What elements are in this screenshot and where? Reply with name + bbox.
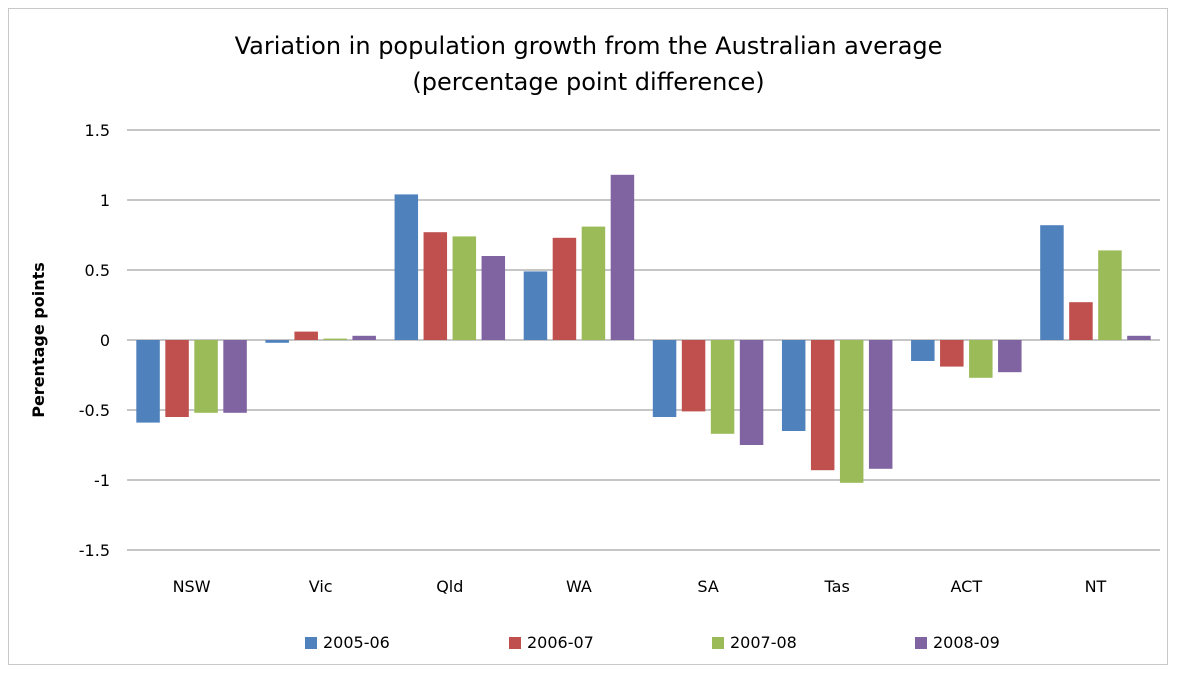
bar-nt-2005-06	[1040, 225, 1064, 340]
y-tick-label: 0	[100, 331, 110, 350]
bar-act-2007-08	[969, 340, 993, 378]
bar-tas-2006-07	[810, 340, 835, 471]
legend-label: 2005-06	[323, 633, 390, 652]
bar-tas-2008-09	[868, 340, 893, 469]
legend-swatch	[915, 637, 927, 649]
bar-qld-2008-09	[481, 256, 506, 340]
x-tick-label: Qld	[436, 577, 463, 596]
y-tick-label: 0.5	[85, 261, 110, 280]
bar-act-2006-07	[940, 340, 964, 367]
bar-nt-2008-09	[1127, 335, 1151, 340]
y-tick-label: -1	[94, 471, 110, 490]
y-tick-label: 1	[100, 191, 110, 210]
x-tick-label: NT	[1085, 577, 1107, 596]
bar-wa-2008-09	[610, 174, 635, 340]
bar-sa-2006-07	[681, 340, 706, 412]
legend-label: 2008-09	[933, 633, 1000, 652]
bar-wa-2006-07	[552, 237, 577, 340]
chart-title-line-2: (percentage point difference)	[412, 68, 765, 96]
bar-sa-2005-06	[652, 340, 677, 417]
x-tick-label: SA	[697, 577, 718, 596]
bar-nsw-2005-06	[136, 340, 160, 423]
bar-wa-2007-08	[581, 226, 606, 340]
bar-wa-2005-06	[523, 271, 548, 340]
x-tick-label: Vic	[309, 577, 333, 596]
bar-nsw-2008-09	[223, 340, 247, 413]
legend-swatch	[712, 637, 724, 649]
chart-title: Variation in population growth from the …	[0, 28, 1177, 100]
bar-act-2008-09	[998, 340, 1022, 373]
bar-nt-2006-07	[1069, 302, 1093, 340]
chart-title-line-1: Variation in population growth from the …	[234, 32, 943, 60]
bar-tas-2007-08	[839, 340, 864, 483]
y-tick-label: -1.5	[79, 541, 110, 560]
legend-swatch	[509, 637, 521, 649]
legend-label: 2006-07	[527, 633, 594, 652]
y-tick-label: -0.5	[79, 401, 110, 420]
legend-swatch	[305, 637, 317, 649]
bar-qld-2005-06	[394, 194, 419, 340]
legend-label: 2007-08	[730, 633, 797, 652]
bar-vic-2005-06	[265, 340, 289, 343]
x-tick-label: WA	[566, 577, 592, 596]
y-axis-label: Perentage points	[29, 262, 48, 418]
bar-vic-2007-08	[323, 338, 347, 340]
x-tick-label: ACT	[951, 577, 983, 596]
bar-sa-2008-09	[739, 340, 764, 445]
bar-nt-2007-08	[1098, 250, 1122, 340]
y-tick-label: 1.5	[85, 121, 110, 140]
x-tick-label: Tas	[824, 577, 850, 596]
bar-tas-2005-06	[781, 340, 806, 431]
bar-sa-2007-08	[710, 340, 735, 434]
bar-qld-2006-07	[423, 232, 448, 340]
bar-qld-2007-08	[452, 236, 477, 340]
bar-vic-2006-07	[294, 331, 318, 340]
bar-nsw-2006-07	[165, 340, 189, 417]
bar-nsw-2007-08	[194, 340, 218, 413]
x-tick-label: NSW	[173, 577, 211, 596]
bar-act-2005-06	[911, 340, 935, 361]
bar-vic-2008-09	[352, 335, 376, 340]
